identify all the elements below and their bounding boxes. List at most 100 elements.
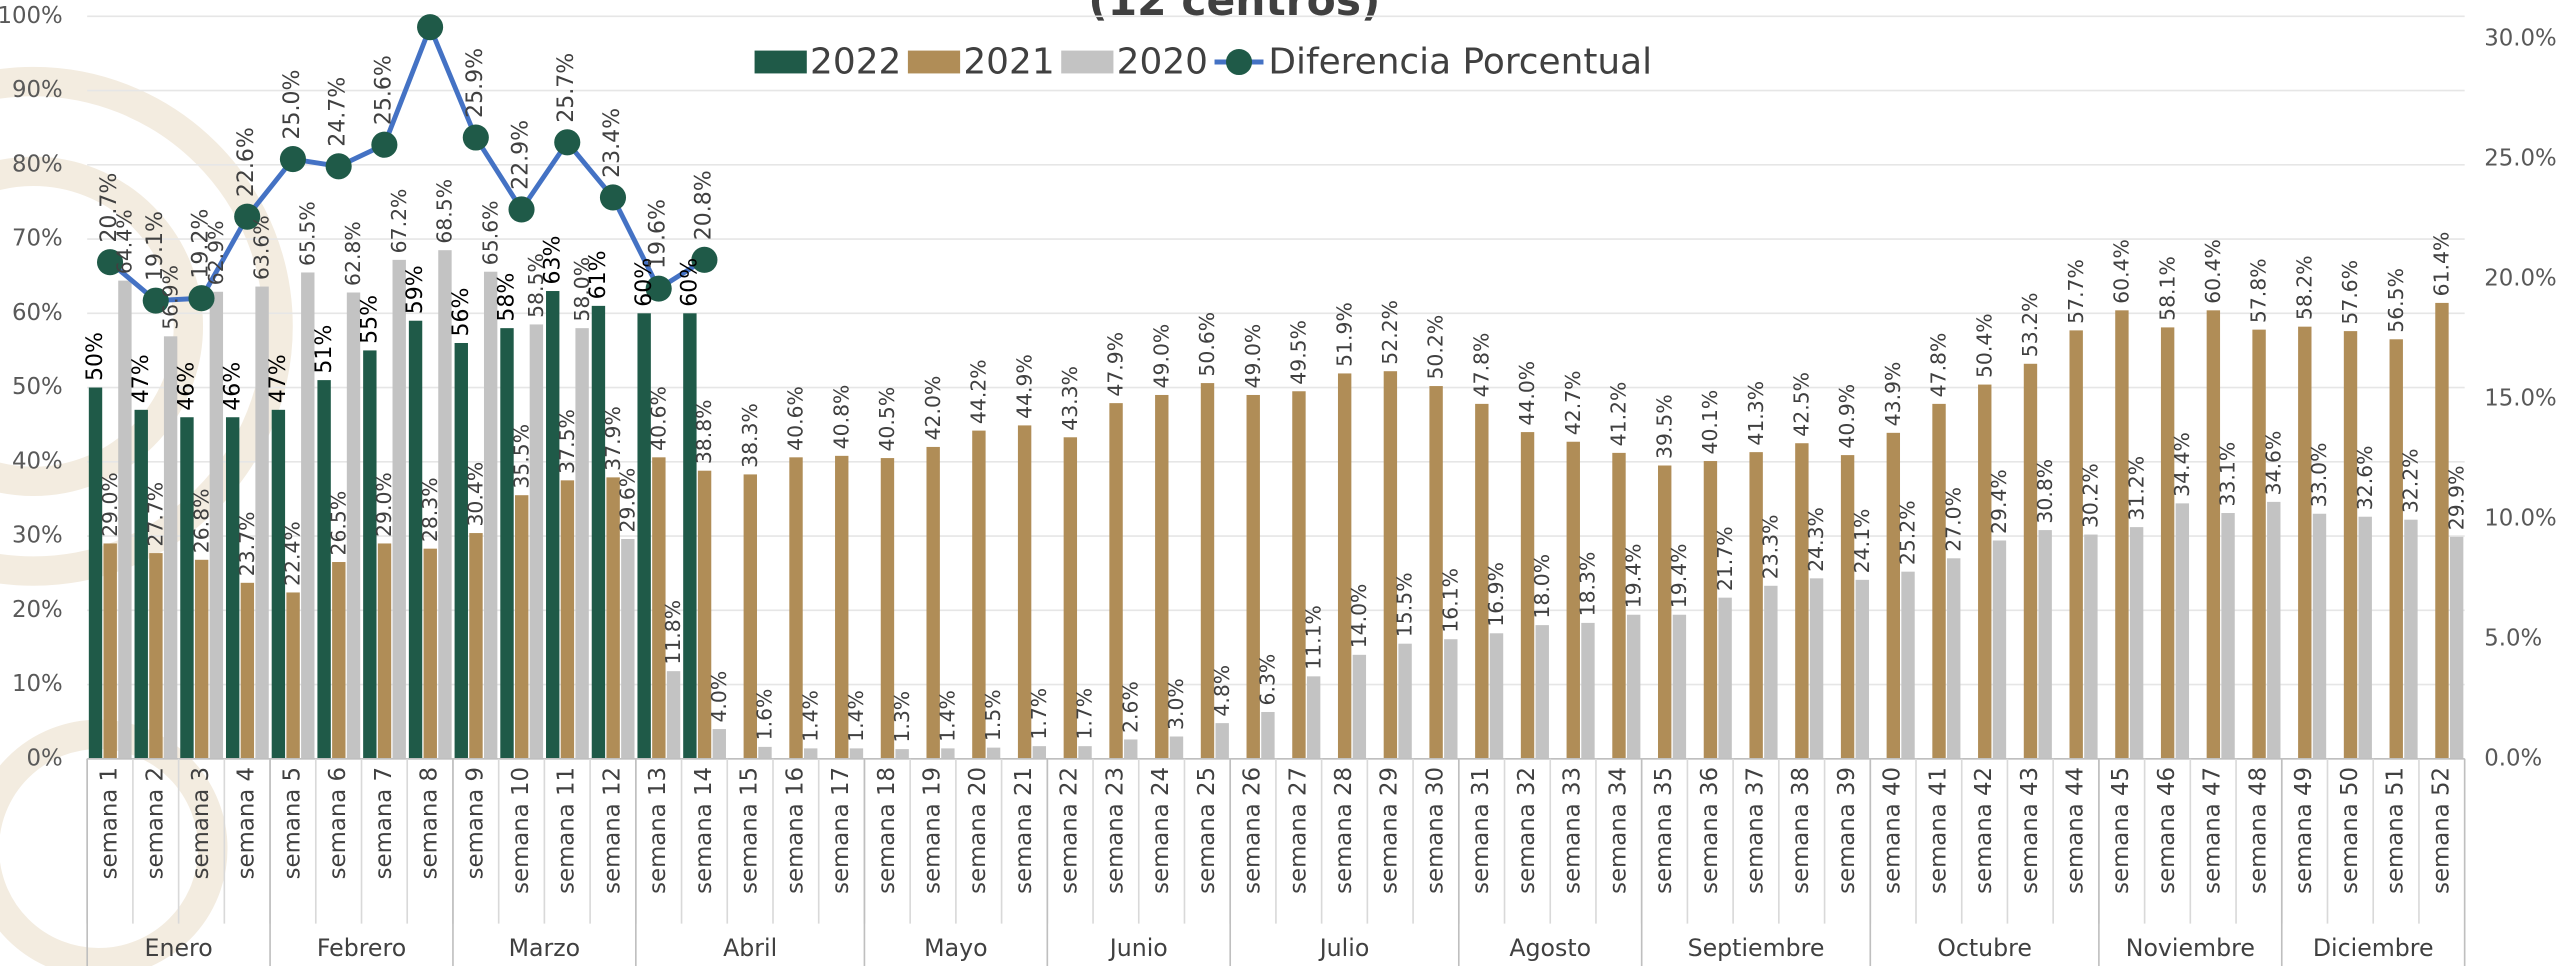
x-tick-label: semana 47 bbox=[2200, 767, 2226, 894]
x-tick-label: semana 22 bbox=[1057, 767, 1083, 894]
bar bbox=[515, 495, 528, 759]
x-tick-label: semana 7 bbox=[371, 767, 397, 879]
x-tick-label: semana 40 bbox=[1880, 767, 1906, 894]
x-tick-label: semana 13 bbox=[645, 767, 671, 894]
data-label: 40.6% bbox=[647, 386, 671, 451]
data-label: 16.1% bbox=[1438, 568, 1462, 633]
line-marker bbox=[508, 196, 534, 222]
data-label: 60.4% bbox=[2201, 239, 2225, 304]
x-tick-label: semana 38 bbox=[1788, 767, 1814, 894]
data-label: 51.9% bbox=[1332, 302, 1356, 367]
bar bbox=[1581, 623, 1594, 759]
data-label: 39.5% bbox=[1652, 394, 1676, 459]
y2-tick-label: 5.0% bbox=[2484, 625, 2542, 651]
bar bbox=[2298, 327, 2311, 759]
data-label: 57.6% bbox=[2338, 260, 2362, 325]
x-tick-label: semana 23 bbox=[1102, 767, 1128, 894]
data-label: 4.8% bbox=[1210, 665, 1234, 717]
legend-label: 2021 bbox=[963, 42, 1054, 83]
group-label: Noviembre bbox=[2126, 934, 2255, 962]
bar bbox=[317, 380, 330, 759]
data-label: 15.5% bbox=[1393, 572, 1417, 637]
y-tick-label: 50% bbox=[12, 374, 63, 400]
data-label: 41.3% bbox=[1744, 381, 1768, 446]
x-tick-label: semana 26 bbox=[1240, 767, 1266, 894]
x-tick-label: semana 8 bbox=[417, 767, 443, 879]
y-tick-label: 0% bbox=[26, 745, 62, 771]
data-label: 22.4% bbox=[281, 521, 305, 586]
data-label: 21.7% bbox=[1713, 526, 1737, 591]
bar bbox=[2267, 502, 2280, 759]
x-tick-label: semana 6 bbox=[325, 767, 351, 879]
bar bbox=[546, 291, 559, 759]
bar bbox=[1993, 540, 2006, 758]
data-label: 19.2% bbox=[188, 209, 213, 279]
data-label: 23.7% bbox=[235, 512, 259, 577]
data-label: 63.6% bbox=[250, 215, 274, 280]
group-label: Febrero bbox=[317, 934, 406, 962]
bar bbox=[850, 748, 863, 758]
data-label: 27.0% bbox=[1941, 487, 1965, 552]
bar bbox=[1490, 633, 1503, 758]
y-tick-label: 30% bbox=[12, 523, 63, 549]
x-tick-label: semana 39 bbox=[1834, 767, 1860, 894]
y-tick-label: 40% bbox=[12, 448, 63, 474]
data-label: 43.3% bbox=[1058, 366, 1082, 431]
data-label: 1.3% bbox=[890, 691, 914, 743]
bar bbox=[1947, 558, 1960, 758]
data-label: 2.6% bbox=[1118, 681, 1142, 733]
bar bbox=[895, 749, 908, 759]
x-tick-label: semana 32 bbox=[1514, 767, 1540, 894]
data-label: 58.1% bbox=[2155, 256, 2179, 321]
group-label: Diciembre bbox=[2313, 934, 2434, 962]
bar bbox=[804, 748, 817, 758]
bar bbox=[1887, 433, 1900, 759]
data-label: 47.8% bbox=[1469, 333, 1493, 398]
data-label: 11.8% bbox=[661, 600, 685, 665]
data-label: 27.7% bbox=[144, 482, 168, 547]
y2-tick-label: 0.0% bbox=[2484, 745, 2542, 771]
x-tick-label: semana 50 bbox=[2337, 767, 2363, 894]
legend-label: 2022 bbox=[810, 42, 901, 83]
bar bbox=[424, 549, 437, 759]
data-label: 19.4% bbox=[1667, 543, 1691, 608]
bar bbox=[1170, 736, 1183, 758]
bar bbox=[2130, 527, 2143, 759]
x-tick-label: semana 28 bbox=[1331, 767, 1357, 894]
bar bbox=[2344, 331, 2357, 759]
data-label: 25.6% bbox=[371, 55, 396, 125]
x-tick-label: semana 35 bbox=[1651, 767, 1677, 894]
bar bbox=[1810, 578, 1823, 758]
data-label: 43.9% bbox=[1881, 362, 1905, 427]
bar bbox=[241, 583, 254, 759]
bar bbox=[1658, 465, 1671, 758]
data-label: 30.8% bbox=[2033, 459, 2057, 524]
x-tick-label: semana 44 bbox=[2063, 767, 2089, 894]
x-tick-label: semana 51 bbox=[2383, 767, 2409, 894]
data-label: 28.3% bbox=[418, 477, 442, 542]
data-label: 52.2% bbox=[1378, 300, 1402, 365]
x-tick-label: semana 18 bbox=[874, 767, 900, 894]
bar bbox=[1033, 746, 1046, 759]
line-marker bbox=[280, 146, 306, 172]
data-label: 25.2% bbox=[1896, 500, 1920, 565]
x-tick-label: semana 11 bbox=[554, 767, 580, 894]
data-label: 29.6% bbox=[615, 468, 639, 533]
data-label: 62.8% bbox=[341, 221, 365, 286]
x-tick-label: semana 5 bbox=[279, 767, 305, 879]
legend-swatch bbox=[1226, 49, 1252, 75]
x-tick-label: semana 19 bbox=[920, 767, 946, 894]
data-label: 53.2% bbox=[2018, 293, 2042, 358]
y2-tick-label: 10.0% bbox=[2484, 505, 2557, 531]
data-label: 44.9% bbox=[1012, 354, 1036, 419]
line-marker bbox=[600, 184, 626, 210]
line-marker bbox=[326, 153, 352, 179]
bar bbox=[2115, 310, 2128, 758]
data-label: 1.4% bbox=[798, 690, 822, 742]
data-label: 38.8% bbox=[692, 399, 716, 464]
data-label: 30.2% bbox=[2079, 463, 2103, 528]
x-tick-label: semana 31 bbox=[1468, 767, 1494, 894]
x-tick-label: semana 9 bbox=[462, 767, 488, 879]
y-tick-label: 100% bbox=[0, 3, 63, 29]
legend-label: 2020 bbox=[1117, 42, 1208, 83]
